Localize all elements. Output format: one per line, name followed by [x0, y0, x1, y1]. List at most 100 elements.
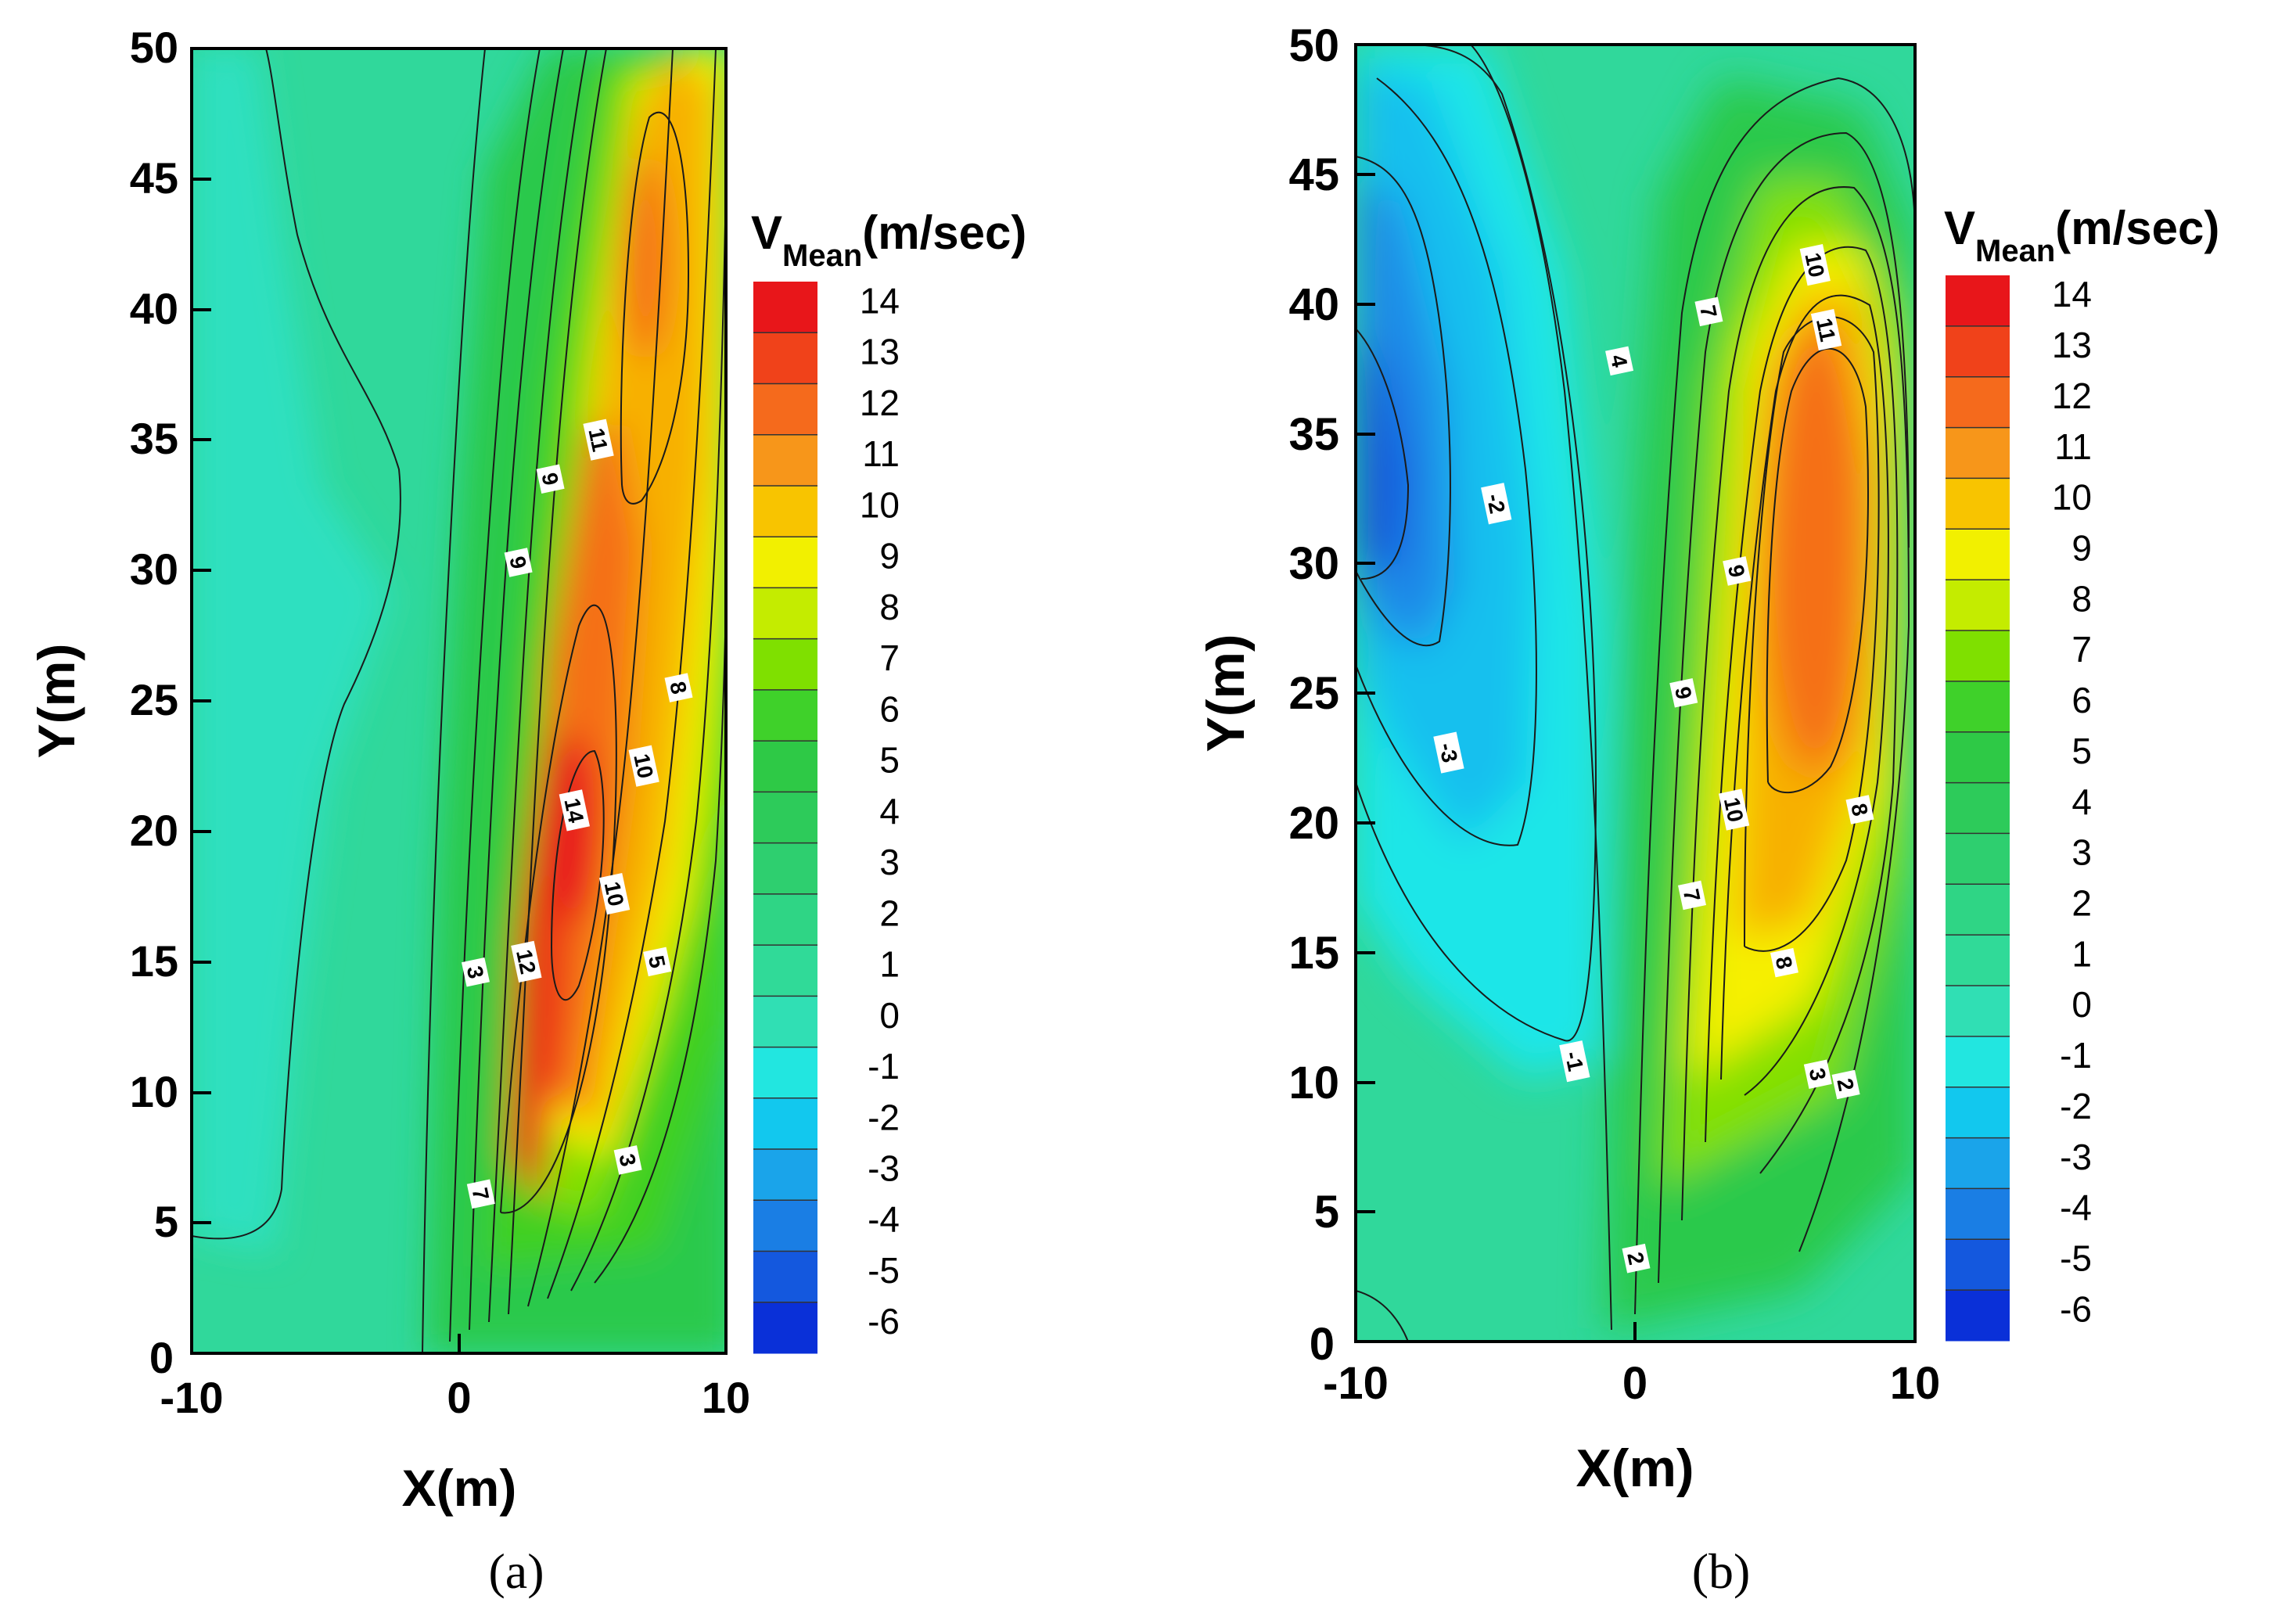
- region-darkorange-b: [1760, 321, 1870, 774]
- colorbar-swatch: [1946, 376, 2010, 429]
- contour-line-b-2: [1356, 45, 1597, 1042]
- contour-label-bg: [1810, 308, 1842, 351]
- region-lowspeed-a: [192, 48, 391, 1252]
- contour-label: 9: [1669, 678, 1698, 708]
- colorbar-swatch: [1946, 275, 2010, 327]
- contour-label: -2: [1481, 483, 1512, 525]
- contour-label-bg: [664, 673, 693, 702]
- yticklabels-a: 50 45 40 35 30 25 20 15 10 5 0: [130, 23, 178, 1382]
- contour-label: 10: [628, 745, 659, 787]
- contour-label-text: 3: [462, 964, 489, 981]
- contour-line-b-5: [1356, 328, 1410, 580]
- contour-label: -1: [1559, 1040, 1590, 1083]
- colorbar-swatch: [753, 792, 817, 844]
- colorbar-tick-label: 1: [2071, 933, 2092, 974]
- contour-label: 4: [1605, 346, 1634, 376]
- colorbar-tick-label: -5: [2060, 1238, 2092, 1278]
- panel-b: 50 45 40 35 30 25 20 15 10 5 0 -10 0 10 …: [1196, 20, 2219, 1599]
- contour-line-a-12: [620, 111, 690, 505]
- colorbar-tick-label: 11: [2054, 426, 2092, 467]
- contour-label: 2: [1831, 1069, 1860, 1100]
- colorbar-tick-label: 12: [860, 383, 900, 423]
- ytick-label-b-0: 0: [1310, 1319, 1335, 1370]
- colorbar-tick-label: 6: [2071, 680, 2092, 720]
- contour-label-bg: [1723, 556, 1752, 586]
- contour-label: 7: [466, 1179, 495, 1209]
- colorbar-swatch: [1946, 884, 2010, 936]
- colorbar-swatch: [753, 383, 817, 436]
- panel-a: 50 45 40 35 30 25 20 15 10 5 0 -10 0 10 …: [27, 23, 1026, 1599]
- contour-label-bg: [583, 419, 614, 461]
- colorbar-tick-label: -2: [2060, 1086, 2092, 1126]
- colorbar-tick-label: -6: [2060, 1288, 2092, 1329]
- contour-label-text: 7: [1679, 887, 1705, 904]
- contour-label: -3: [1433, 731, 1464, 774]
- colorbar-tick-label: 6: [879, 688, 900, 729]
- contour-label-text: 12: [512, 947, 541, 976]
- colorbar-swatch: [753, 1047, 817, 1099]
- contour-label-text: 9: [505, 554, 531, 571]
- contour-line-b-8: [1681, 186, 1910, 1252]
- contour-line-b-3: [1356, 77, 1537, 846]
- contour-line-b-9: [1705, 246, 1899, 1174]
- contour-label-bg: [511, 940, 542, 983]
- ytick-label-b-50: 50: [1288, 20, 1339, 71]
- ytick-label-a-30: 30: [130, 544, 178, 594]
- contour-label-bg: [1831, 1069, 1860, 1100]
- xticklabels-a: -10 0 10: [160, 1373, 751, 1422]
- contour-label-bg: [559, 789, 590, 832]
- contour-label: 8: [1845, 795, 1874, 824]
- contour-label: 5: [643, 947, 672, 977]
- contour-label: 9: [536, 464, 565, 494]
- contour-label-text: 10: [600, 879, 629, 908]
- colorbar-a: VMean(m/sec) 14131211109876543210-1-2-3-…: [751, 207, 1026, 1354]
- contour-line-a-11: [551, 749, 605, 1001]
- contour-label: 10: [1718, 789, 1750, 831]
- contour-line-a-1: [422, 48, 486, 1353]
- contour-line-b-1: [1470, 45, 1612, 1331]
- colorbar-tick-label: -1: [868, 1046, 900, 1087]
- contour-label: 9: [504, 548, 533, 577]
- colorbar-swatch: [1946, 478, 2010, 530]
- colorbar-swatch: [1946, 1087, 2010, 1139]
- contour-label: 9: [1723, 556, 1752, 586]
- contour-label-bg: [1799, 244, 1831, 286]
- contour-line-a-5: [508, 48, 607, 1315]
- contour-label-bg: [1718, 789, 1750, 831]
- colorbar-swatch: [753, 638, 817, 691]
- colorbar-swatch: [753, 1302, 817, 1354]
- contour-label: 3: [461, 957, 490, 987]
- colorbar-swatches-b: [1946, 275, 2010, 1342]
- contour-label-text: 10: [1800, 250, 1829, 279]
- contour-label-bg: [1559, 1040, 1590, 1083]
- contour-label-text: 9: [1670, 684, 1697, 702]
- colorbar-swatch: [1946, 325, 2010, 378]
- colorbar-swatch: [1946, 1239, 2010, 1291]
- plot-area-a: [192, 48, 726, 1353]
- contour-label-text: 8: [1846, 801, 1873, 818]
- plot-area-b: [1356, 45, 1915, 1342]
- contour-label-bg: [1694, 296, 1723, 327]
- colorbar-tick-label: -4: [868, 1199, 900, 1240]
- xtick-label-b-m10: -10: [1323, 1358, 1389, 1409]
- colorbar-swatch: [753, 996, 817, 1048]
- contour-line-b-12: [1766, 347, 1869, 793]
- contour-label-bg: [643, 947, 672, 977]
- contour-line-b-10: [1720, 294, 1889, 1096]
- contour-label: 8: [1770, 947, 1798, 978]
- colorbar-tick-label: 9: [879, 536, 900, 577]
- xlabel-b: X(m): [1576, 1439, 1694, 1498]
- colorbar-swatch: [753, 1200, 817, 1252]
- ticks-b: [1356, 173, 1637, 1342]
- ytick-label-b-40: 40: [1288, 279, 1339, 330]
- contour-label-text: 9: [537, 470, 563, 487]
- ytick-label-a-5: 5: [154, 1197, 178, 1246]
- colorbar-tick-label: 14: [2052, 274, 2092, 314]
- contour-label-text: 5: [644, 954, 670, 971]
- colorbar-tick-label: 10: [2052, 477, 2092, 518]
- caption-a: (a): [488, 1543, 544, 1599]
- contour-line-a-4: [488, 48, 587, 1323]
- colorbar-tick-label: 12: [2052, 375, 2092, 416]
